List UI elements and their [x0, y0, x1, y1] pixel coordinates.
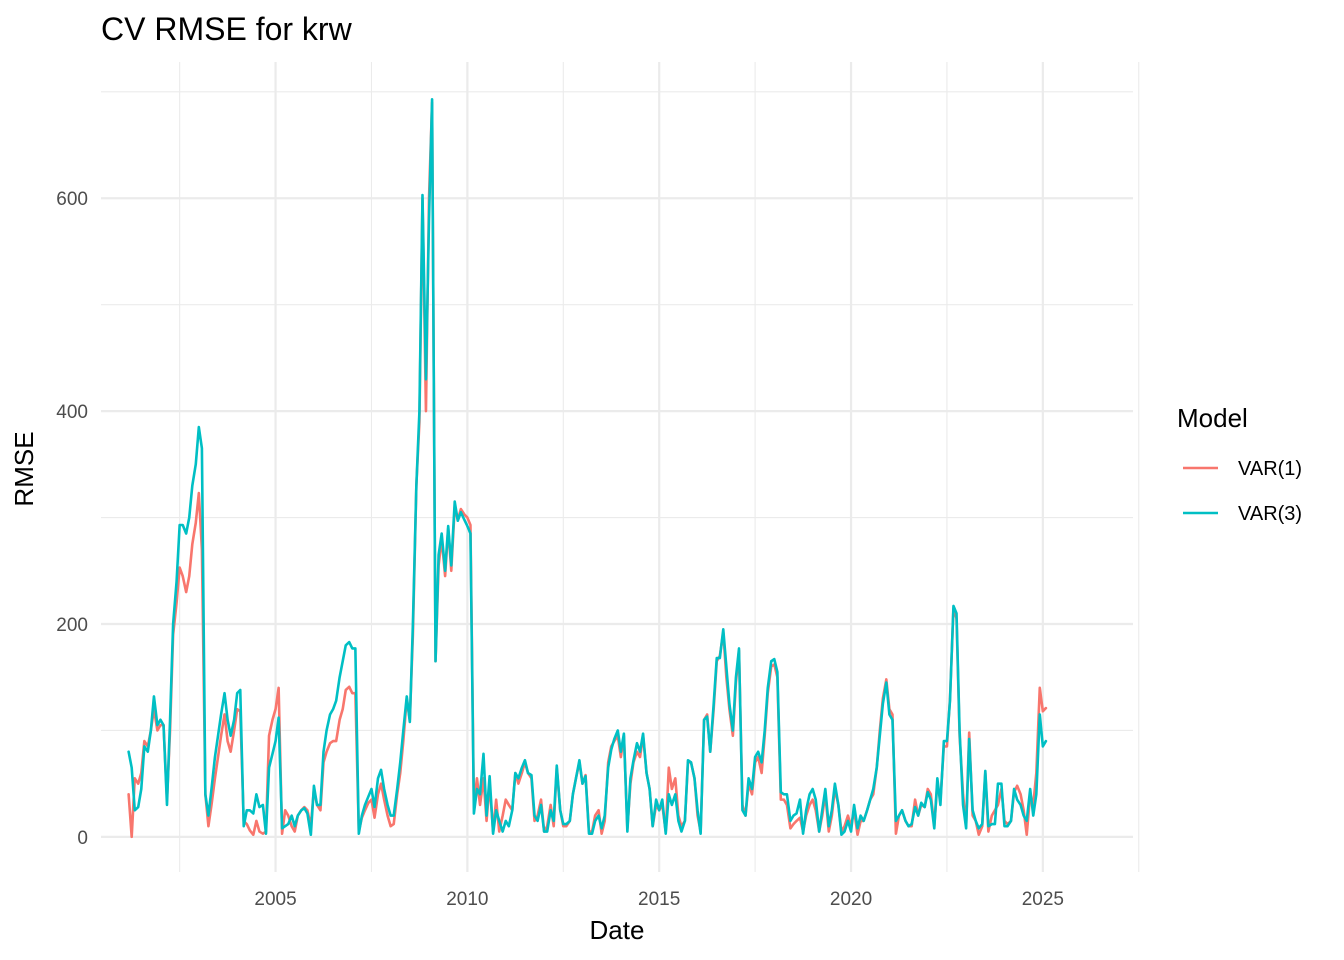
x-tick-label: 2010 — [446, 889, 488, 910]
series-line-var-3 — [127, 97, 1048, 837]
x-tick-label: 2020 — [830, 889, 872, 910]
x-tick-label: 2025 — [1022, 889, 1064, 910]
minor-x-gridlines — [179, 62, 1140, 872]
y-axis-title: RMSE — [9, 431, 39, 506]
y-tick-label: 600 — [56, 189, 88, 210]
y-axis-tick-labels: 0 200 400 600 — [56, 189, 88, 849]
legend-title: Model — [1177, 403, 1248, 433]
chart-title: CV RMSE for krw — [101, 11, 353, 47]
legend-label: VAR(1) — [1238, 458, 1302, 480]
y-tick-label: 400 — [56, 402, 88, 423]
series-line-var-1 — [127, 101, 1048, 839]
x-axis-tick-labels: 2005 2010 2015 2020 2025 — [254, 889, 1064, 910]
y-tick-label: 200 — [56, 615, 88, 636]
major-x-gridlines — [274, 62, 1044, 872]
major-y-gridlines — [101, 197, 1133, 838]
legend: Model VAR(1) VAR(3) — [1177, 403, 1302, 525]
series-layer — [127, 97, 1048, 839]
x-tick-label: 2015 — [638, 889, 680, 910]
legend-label: VAR(3) — [1238, 503, 1302, 525]
x-tick-label: 2005 — [254, 889, 296, 910]
y-tick-label: 0 — [77, 828, 88, 849]
x-axis-title: Date — [590, 915, 645, 945]
